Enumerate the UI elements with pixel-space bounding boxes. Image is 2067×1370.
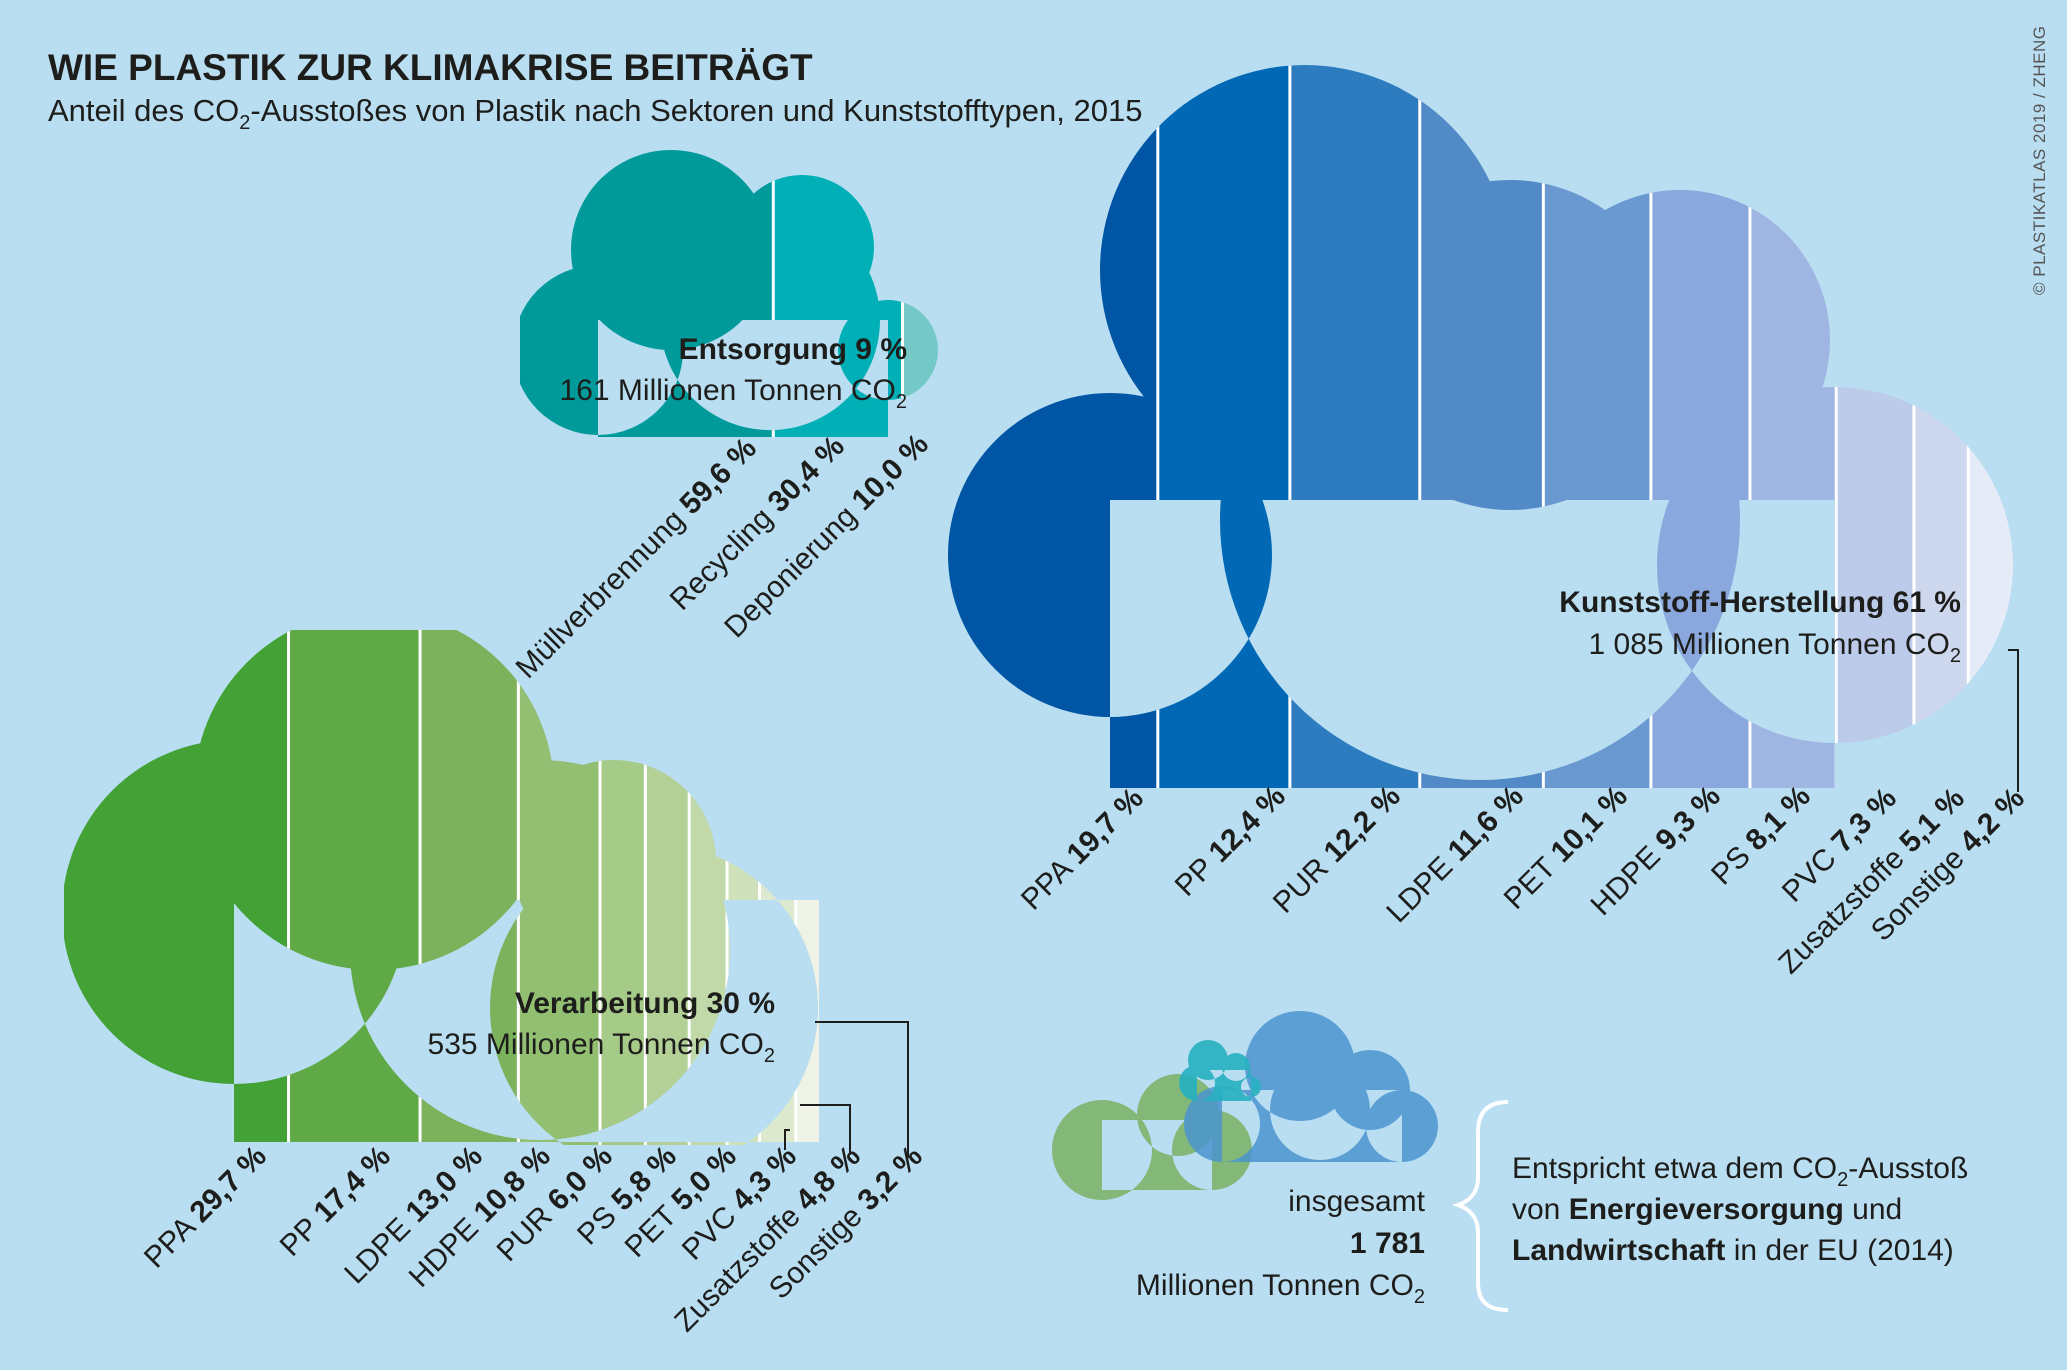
sector-share-label: Verarbeitung 30 %: [515, 987, 775, 1020]
entsorgung-bar-deponierung: [902, 150, 938, 437]
sector-total-label: 1 085 Millionen Tonnen CO2: [1589, 628, 1962, 667]
kunststoff-bar-pur: [1289, 65, 1421, 788]
leaders-kunststoff-herstellung: [2008, 649, 2019, 792]
leader-line: [784, 1129, 790, 1150]
summary-unit: Millionen Tonnen CO2: [1136, 1269, 1425, 1308]
leader-line: [800, 1104, 851, 1155]
cloud-chart-kunststoff-herstellung: Kunststoff-Herstellung 61 % 1 085 Millio…: [948, 65, 2031, 981]
summary-label: insgesamt: [1288, 1185, 1425, 1218]
sector-total-label: 535 Millionen Tonnen CO2: [428, 1028, 775, 1067]
verarbeitung-bar-hdpe: [518, 630, 601, 1145]
verarbeitung-bar-pp: [288, 630, 421, 1145]
sector-share-label: Kunststoff-Herstellung 61 %: [1559, 586, 1961, 619]
verarbeitung-bar-sonstige: [795, 630, 819, 1145]
note-line-2: von Energieversorgung und: [1512, 1193, 1902, 1226]
labels-verarbeitung: PPA 29,7 %PP 17,4 %LDPE 13,0 %HDPE 10,8 …: [138, 1140, 929, 1339]
leader-line: [815, 1021, 909, 1158]
kunststoff-bar-pet: [1543, 65, 1652, 788]
kunststoff-label-pp: PP 12,4 %: [1169, 780, 1292, 903]
teal-cloud-icon: [1179, 1040, 1261, 1101]
page-title: WIE PLASTIK ZUR KLIMAKRISE BEITRÄGT: [48, 47, 813, 88]
kunststoff-bar-pvc: [1836, 65, 1915, 788]
kunststoff-bar-ppa: [948, 65, 1159, 788]
kunststoff-bar-sonstige: [1968, 65, 2013, 788]
verarbeitung-label-ppa: PPA 29,7 %: [138, 1140, 273, 1275]
page-subtitle: Anteil des CO2-Ausstoßes von Plastik nac…: [48, 93, 1142, 134]
total-cloud-icon: [1052, 1011, 1438, 1200]
verarbeitung-bar-pvc: [727, 630, 761, 1145]
sector-total-label: 161 Millionen Tonnen CO2: [560, 374, 907, 413]
stripes-kunststoff-herstellung: [948, 65, 2013, 788]
cloud-chart-verarbeitung: Verarbeitung 30 % 535 Millionen Tonnen C…: [64, 630, 929, 1338]
verarbeitung-bar-ldpe: [420, 630, 519, 1145]
kunststoff-label-ppa: PPA 19,7 %: [1015, 782, 1150, 917]
verarbeitung-bar-ppa: [64, 630, 290, 1145]
verarbeitung-bar-pet: [689, 630, 728, 1145]
note-line-1: Entspricht etwa dem CO2-Ausstoß: [1512, 1152, 1968, 1191]
leaders-verarbeitung: [784, 1021, 909, 1158]
kunststoff-bar-ps: [1749, 65, 1837, 788]
cloud-chart-entsorgung: Entsorgung 9 % 161 Millionen Tonnen CO2 …: [510, 150, 938, 685]
credit-text: © PLASTIKATLAS 2019 / ZHENG: [2030, 26, 2049, 295]
sector-share-label: Entsorgung 9 %: [679, 333, 907, 366]
labels-entsorgung: Müllverbrennung 59,6 %Recycling 30,4 %De…: [510, 428, 935, 685]
kunststoff-bar-pp: [1157, 65, 1291, 788]
kunststoff-bar-ldpe: [1419, 65, 1544, 788]
brace-divider: [1451, 1100, 1509, 1312]
kunststoff-bar-hdpe: [1650, 65, 1751, 788]
verarbeitung-bar-zusatzstoffe: [759, 630, 797, 1145]
verarbeitung-bar-ps: [645, 630, 690, 1145]
verarbeitung-bar-pur: [600, 630, 646, 1145]
stripes-verarbeitung: [64, 630, 819, 1145]
blue-cloud-icon: [1184, 1011, 1438, 1162]
labels-kunststoff-herstellung: PPA 19,7 %PP 12,4 %PUR 12,2 %LDPE 11,6 %…: [1015, 780, 2031, 981]
leader-line: [2008, 649, 2019, 792]
summary-total: 1 781: [1350, 1227, 1425, 1260]
note-line-3: Landwirtschaft in der EU (2014): [1512, 1234, 1954, 1267]
kunststoff-bar-zusatzstoffe: [1913, 65, 1969, 788]
